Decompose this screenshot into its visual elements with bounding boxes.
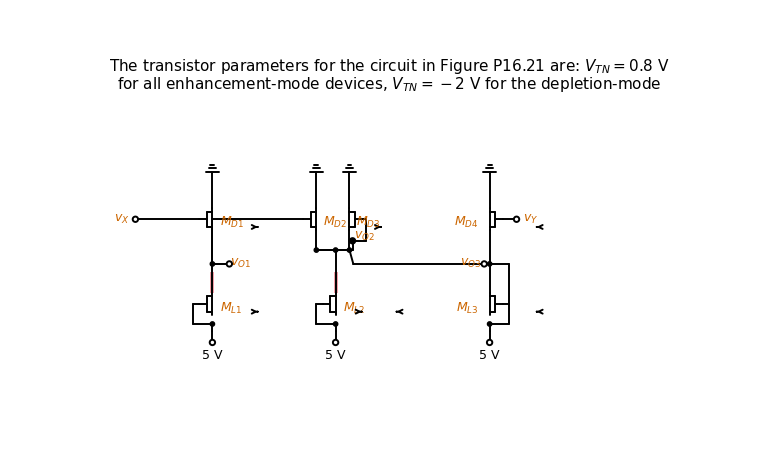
Circle shape xyxy=(487,262,492,266)
Text: $v_{O2}$: $v_{O2}$ xyxy=(354,230,375,243)
Text: 5 V: 5 V xyxy=(480,350,500,362)
Text: for all enhancement-mode devices, $V_{TN} = -2$ V for the depletion-mode: for all enhancement-mode devices, $V_{TN… xyxy=(117,74,662,94)
Circle shape xyxy=(210,340,215,345)
Text: $v_{O1}$: $v_{O1}$ xyxy=(230,257,251,270)
Text: $M_{D2}$: $M_{D2}$ xyxy=(322,215,347,230)
Text: $M_{D4}$: $M_{D4}$ xyxy=(454,215,479,230)
Text: $v_X$: $v_X$ xyxy=(114,213,129,226)
Circle shape xyxy=(334,322,337,326)
Circle shape xyxy=(211,262,214,266)
Text: $v_{O3}$: $v_{O3}$ xyxy=(460,257,481,270)
Text: $M_{L1}$: $M_{L1}$ xyxy=(220,301,242,316)
Bar xyxy=(334,271,337,293)
Circle shape xyxy=(334,248,337,252)
Circle shape xyxy=(133,217,138,222)
Circle shape xyxy=(350,238,355,243)
Text: The transistor parameters for the circuit in Figure P16.21 are: $V_{TN} = 0.8$ V: The transistor parameters for the circui… xyxy=(109,57,670,76)
Circle shape xyxy=(333,340,338,345)
Circle shape xyxy=(482,261,487,266)
Circle shape xyxy=(350,239,355,243)
Text: 5 V: 5 V xyxy=(202,350,223,362)
Circle shape xyxy=(487,340,492,345)
Circle shape xyxy=(487,322,492,326)
Bar xyxy=(211,271,214,293)
Circle shape xyxy=(514,217,519,222)
Circle shape xyxy=(347,248,352,252)
Text: $M_{D1}$: $M_{D1}$ xyxy=(220,215,245,230)
Circle shape xyxy=(314,248,318,252)
Text: $M_{D3}$: $M_{D3}$ xyxy=(356,215,380,230)
Circle shape xyxy=(211,322,214,326)
Text: 5 V: 5 V xyxy=(325,350,346,362)
Text: $M_{L3}$: $M_{L3}$ xyxy=(456,301,479,316)
Circle shape xyxy=(226,261,232,266)
Text: $M_{L2}$: $M_{L2}$ xyxy=(344,301,366,316)
Text: $v_Y$: $v_Y$ xyxy=(523,213,538,226)
